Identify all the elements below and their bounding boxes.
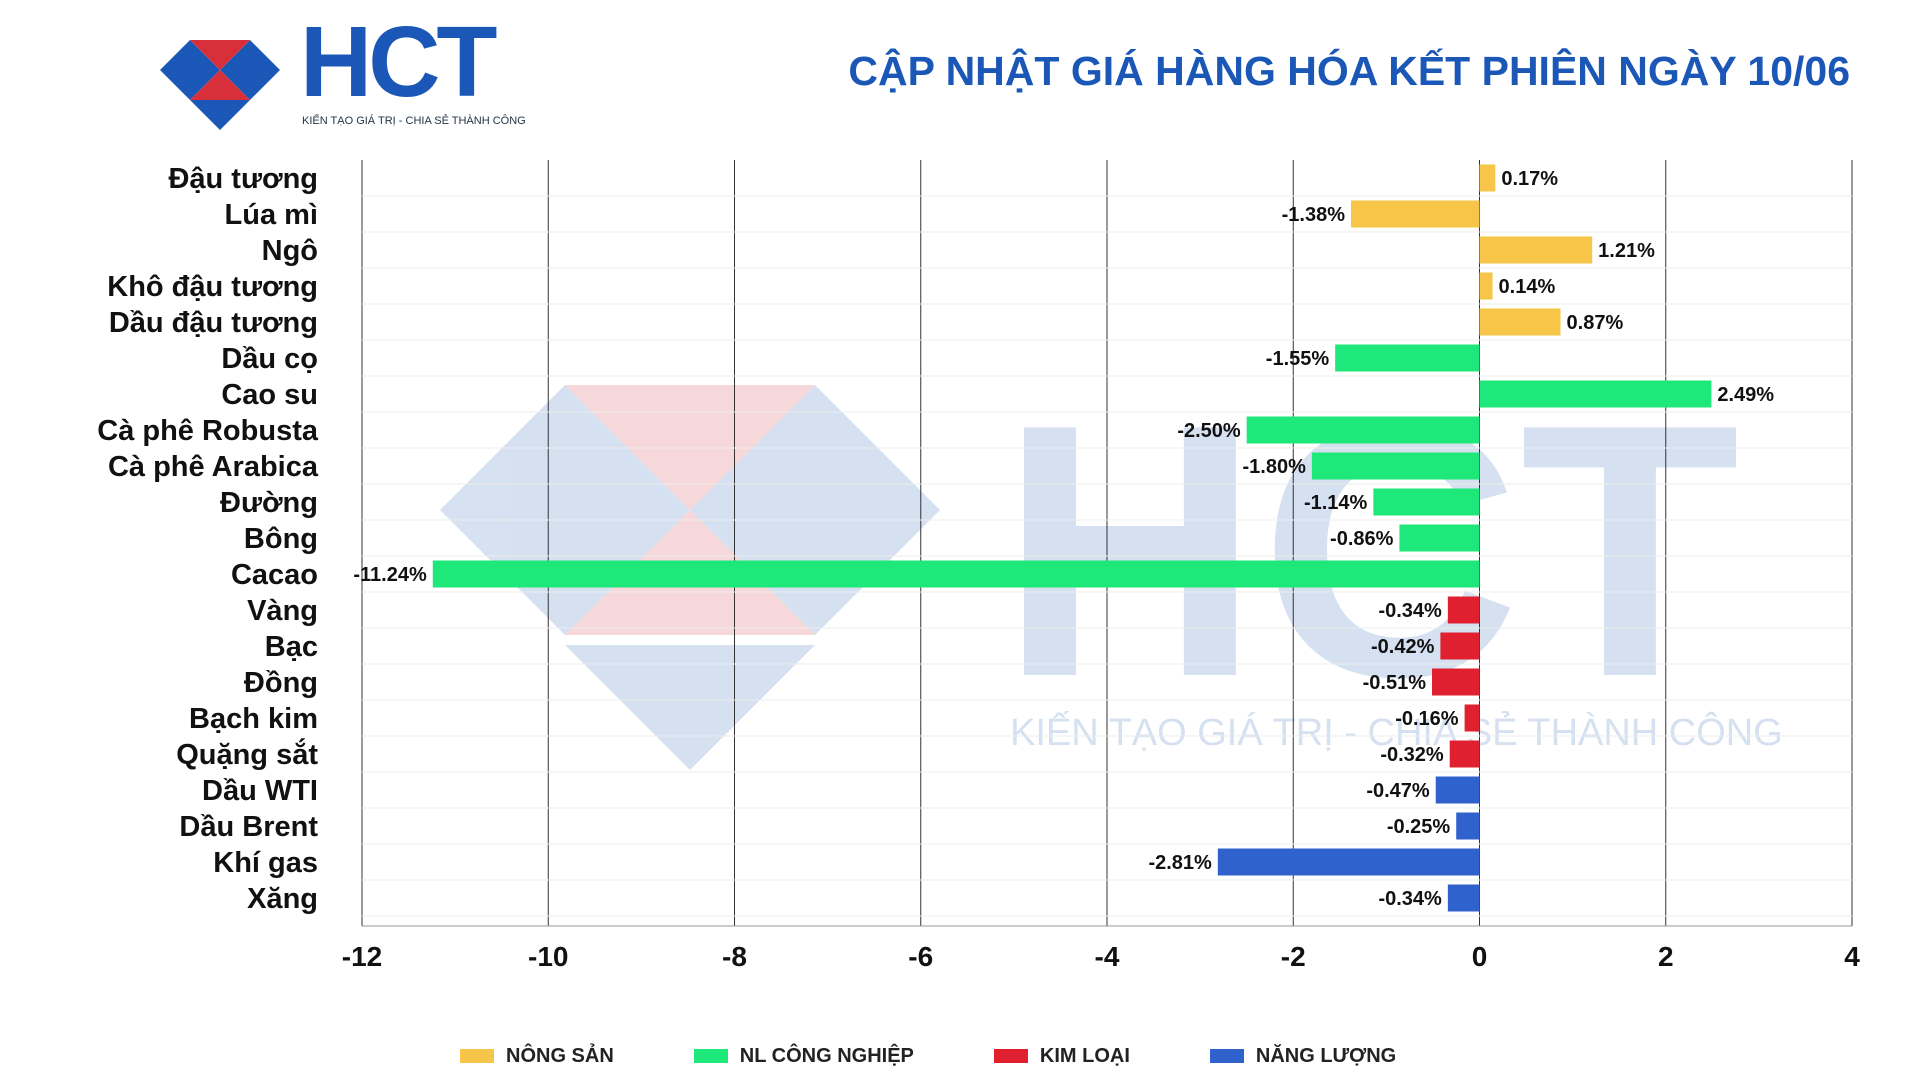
legend-item-1: NL CÔNG NGHIỆP bbox=[693, 1044, 914, 1068]
category-label-9: Đường bbox=[220, 487, 318, 519]
category-label-7: Cà phê Robusta bbox=[97, 415, 319, 447]
chart-tick-labels: -12 -10 -8 -6 -4 -2 0 2 4 bbox=[342, 941, 1860, 972]
chart-legend: NÔNG SẢN NL CÔNG NGHIỆP KIM LOẠI NĂNG LƯỢNG bbox=[460, 1044, 1476, 1068]
legend-label-0: NÔNG SẢN bbox=[506, 1044, 614, 1067]
category-label-6: Cao su bbox=[221, 379, 318, 411]
category-label-4: Dầu đậu tương bbox=[109, 307, 318, 339]
category-label-3: Khô đậu tương bbox=[107, 271, 318, 303]
category-label-13: Bạc bbox=[265, 631, 318, 663]
category-label-16: Quặng sắt bbox=[176, 737, 318, 771]
x-tick-label-2: -8 bbox=[722, 941, 747, 972]
bar-value-label-20: -0.34% bbox=[1378, 888, 1442, 910]
bar-11 bbox=[432, 560, 1480, 588]
bar-value-label-7: -2.50% bbox=[1177, 420, 1241, 442]
logo-wordmark: HCT bbox=[300, 6, 498, 118]
x-tick-label-7: 2 bbox=[1658, 941, 1674, 972]
watermark: HCT KIẾN TẠO GIÁ TRỊ - CHIA SẺ THÀNH CÔN… bbox=[440, 350, 1783, 770]
bar-value-label-3: 0.14% bbox=[1499, 276, 1556, 298]
bar-value-label-19: -2.81% bbox=[1148, 852, 1212, 874]
bar-1 bbox=[1350, 200, 1480, 228]
legend-item-3: NĂNG LƯỢNG bbox=[1209, 1044, 1397, 1068]
x-tick-label-4: -4 bbox=[1095, 941, 1120, 972]
watermark-diamond-bottom bbox=[565, 645, 815, 770]
legend-swatch-3 bbox=[1209, 1049, 1244, 1063]
legend-label-3: NĂNG LƯỢNG bbox=[1255, 1044, 1397, 1067]
bar-value-label-8: -1.80% bbox=[1243, 456, 1307, 478]
chart-category-labels: Đậu tương Lúa mì Ngô Khô đậu tương Dầu đậu t… bbox=[97, 163, 319, 915]
category-label-14: Đồng bbox=[244, 667, 318, 699]
bar-value-label-5: -1.55% bbox=[1266, 348, 1330, 370]
category-label-18: Dầu Brent bbox=[179, 811, 318, 843]
bar-value-label-11: -11.24% bbox=[353, 564, 427, 586]
category-label-20: Xăng bbox=[247, 883, 318, 915]
bar-14 bbox=[1432, 668, 1480, 696]
bar-19 bbox=[1217, 848, 1480, 876]
watermark-tagline: KIẾN TẠO GIÁ TRỊ - CHIA SẺ THÀNH CÔNG bbox=[1010, 710, 1783, 754]
x-tick-label-3: -6 bbox=[908, 941, 933, 972]
bar-18 bbox=[1456, 812, 1480, 840]
category-label-1: Lúa mì bbox=[225, 199, 318, 231]
category-label-19: Khí gas bbox=[213, 847, 318, 879]
bar-value-label-0: 0.17% bbox=[1501, 168, 1558, 190]
bar-value-label-14: -0.51% bbox=[1363, 672, 1427, 694]
x-tick-label-0: -12 bbox=[342, 941, 382, 972]
chart-grid bbox=[361, 160, 1853, 927]
category-label-0: Đậu tương bbox=[168, 163, 318, 195]
bar-15 bbox=[1464, 704, 1480, 732]
bar-value-label-18: -0.25% bbox=[1387, 816, 1451, 838]
hct-logo-mark bbox=[160, 40, 280, 130]
bar-7 bbox=[1246, 416, 1480, 444]
bar-value-label-16: -0.32% bbox=[1380, 744, 1444, 766]
logo-tagline: KIẾN TẠO GIÁ TRỊ - CHIA SẺ THÀNH CÔNG bbox=[302, 115, 526, 127]
bar-value-label-17: -0.47% bbox=[1366, 780, 1430, 802]
bar-0 bbox=[1479, 164, 1496, 192]
bar-value-label-2: 1.21% bbox=[1598, 240, 1655, 262]
bar-3 bbox=[1479, 272, 1493, 300]
category-label-11: Cacao bbox=[231, 559, 318, 591]
legend-label-2: KIM LOẠI bbox=[1039, 1044, 1130, 1067]
bar-9 bbox=[1373, 488, 1480, 516]
bar-5 bbox=[1335, 344, 1480, 372]
bar-16 bbox=[1449, 740, 1480, 768]
bar-2 bbox=[1479, 236, 1593, 264]
legend-swatch-0 bbox=[460, 1049, 494, 1063]
bar-13 bbox=[1440, 632, 1480, 660]
bar-value-label-10: -0.86% bbox=[1330, 528, 1394, 550]
bar-4 bbox=[1479, 308, 1561, 336]
category-label-8: Cà phê Arabica bbox=[108, 451, 319, 483]
bar-value-label-1: -1.38% bbox=[1282, 204, 1346, 226]
bar-20 bbox=[1447, 884, 1480, 912]
bar-12 bbox=[1447, 596, 1480, 624]
legend-item-0: NÔNG SẢN bbox=[460, 1045, 614, 1068]
category-label-15: Bạch kim bbox=[189, 703, 318, 735]
category-label-2: Ngô bbox=[262, 235, 318, 267]
category-label-17: Dầu WTI bbox=[202, 775, 318, 807]
x-tick-label-6: 0 bbox=[1472, 941, 1488, 972]
bar-17 bbox=[1435, 776, 1480, 804]
bar-8 bbox=[1311, 452, 1480, 480]
legend-label-1: NL CÔNG NGHIỆP bbox=[739, 1044, 914, 1067]
chart-bars bbox=[432, 164, 1712, 912]
bar-6 bbox=[1479, 380, 1712, 408]
bar-value-label-9: -1.14% bbox=[1304, 492, 1368, 514]
x-tick-label-8: 4 bbox=[1844, 941, 1860, 972]
legend-swatch-1 bbox=[693, 1049, 728, 1063]
bar-value-label-13: -0.42% bbox=[1371, 636, 1435, 658]
x-tick-label-5: -2 bbox=[1281, 941, 1306, 972]
bar-value-label-12: -0.34% bbox=[1378, 600, 1442, 622]
legend-item-2: KIM LOẠI bbox=[993, 1044, 1130, 1068]
bar-chart: HCT KIẾN TẠO GIÁ TRỊ - CHIA SẺ THÀNH CÔN… bbox=[97, 160, 1860, 972]
page-title: CẬP NHẬT GIÁ HÀNG HÓA KẾT PHIÊN NGÀY 10/… bbox=[848, 48, 1850, 94]
category-label-5: Dầu cọ bbox=[221, 343, 318, 375]
bar-value-label-4: 0.87% bbox=[1567, 312, 1624, 334]
category-label-10: Bông bbox=[244, 523, 318, 555]
chart-value-labels: 0.17% -1.38% 1.21% 0.14% 0.87% -1.55% 2.49% -2.… bbox=[353, 168, 1774, 910]
x-tick-label-1: -10 bbox=[528, 941, 568, 972]
legend-swatch-2 bbox=[993, 1049, 1028, 1063]
bar-10 bbox=[1399, 524, 1480, 552]
category-label-12: Vàng bbox=[247, 595, 318, 627]
bar-value-label-15: -0.16% bbox=[1395, 708, 1459, 730]
bar-value-label-6: 2.49% bbox=[1717, 384, 1774, 406]
